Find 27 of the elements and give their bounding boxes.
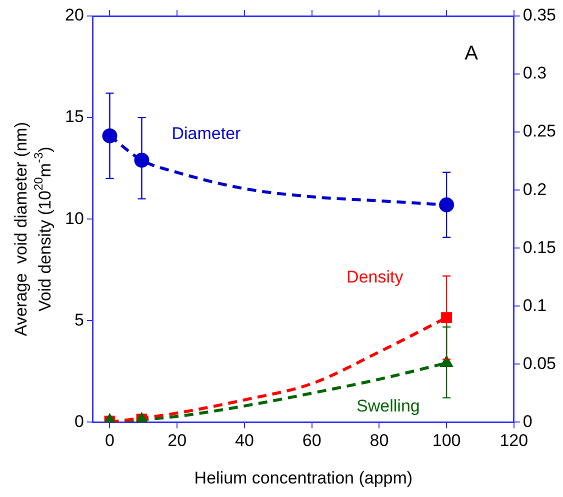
y-tick-label: 5 — [74, 310, 84, 330]
y2-tick-label: 0.25 — [522, 122, 556, 141]
y2-tick-label: 0.35 — [522, 6, 556, 25]
x-tick-label: 60 — [302, 431, 322, 450]
y2-tick-label: 0.1 — [522, 296, 547, 315]
y-tick-label: 10 — [64, 208, 84, 228]
y2-tick-label: 0.2 — [522, 180, 547, 199]
x-axis-title: Helium concentration (appm) — [194, 468, 413, 488]
y2-tick-label: 0 — [522, 412, 532, 431]
annotation: A — [464, 42, 479, 65]
y2-tick-label: 0.15 — [522, 238, 556, 257]
x-tick-label: 40 — [235, 431, 254, 450]
x-tick-label: 80 — [370, 431, 389, 450]
x-tick-label: 20 — [168, 431, 187, 450]
y2-tick-label: 0.05 — [522, 354, 556, 373]
y-tick-label: 0 — [74, 412, 84, 431]
x-tick-label: 0 — [105, 431, 114, 450]
y2-tick-label: 0.3 — [522, 64, 547, 83]
series-label: Diameter — [172, 124, 242, 143]
point — [441, 312, 452, 324]
y-tick-label: 20 — [64, 6, 84, 25]
y-tick-label: 15 — [64, 107, 84, 126]
point — [439, 197, 454, 212]
x-tick-label: 120 — [500, 431, 528, 450]
text: Swelling — [356, 396, 420, 416]
text: Density — [346, 267, 404, 286]
x-tick-label: 100 — [432, 431, 461, 450]
